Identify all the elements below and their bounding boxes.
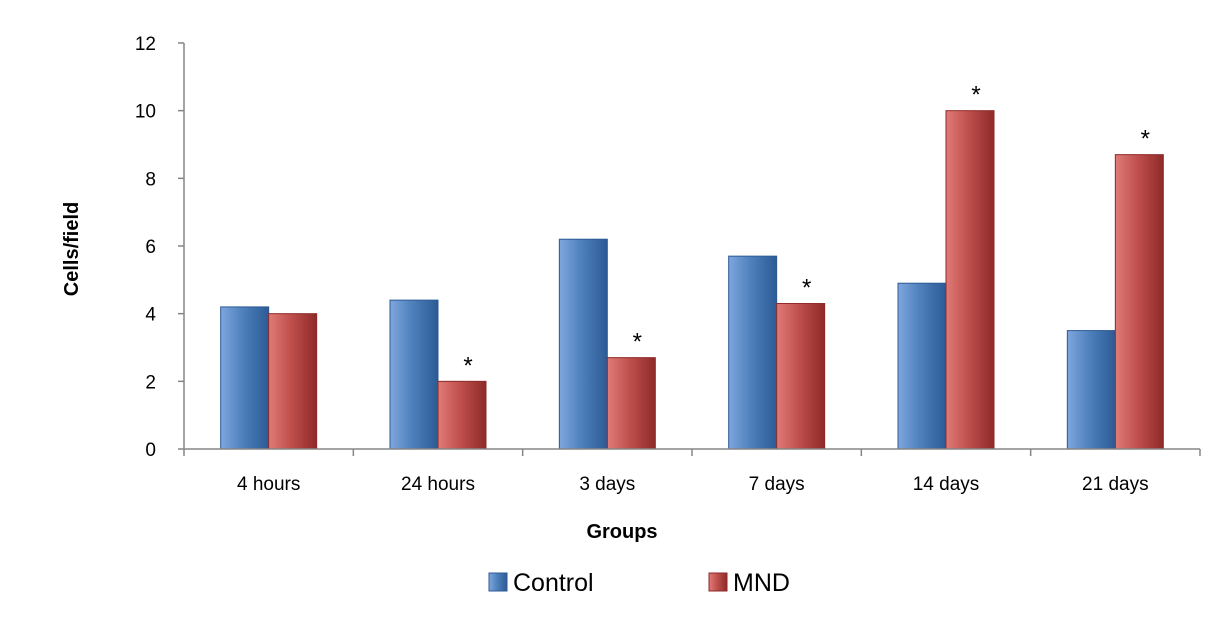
significance-marker: * <box>802 275 811 302</box>
bar-control-24-hours <box>389 299 439 450</box>
bar-control-7-days <box>728 255 778 450</box>
x-tick-label: 14 days <box>913 474 980 495</box>
x-tick-label: 24 hours <box>401 474 475 495</box>
bar-mnd-24-hours <box>437 380 487 450</box>
y-tick-label: 12 <box>135 34 156 55</box>
y-tick-label: 6 <box>145 237 156 258</box>
axes-layer <box>178 42 1201 456</box>
legend-label-control: Control <box>513 569 594 597</box>
x-axis-title: Groups <box>586 521 657 543</box>
bars-layer <box>220 110 1164 450</box>
y-axis-title: Cells/field <box>61 202 83 296</box>
bar-control-4-hours <box>220 306 270 450</box>
y-tick-label: 4 <box>145 305 156 326</box>
significance-marker: * <box>1141 126 1150 153</box>
significance-marker: * <box>971 82 980 109</box>
bar-mnd-21-days <box>1114 154 1164 450</box>
bar-mnd-7-days <box>776 303 826 450</box>
y-tick-label: 2 <box>145 372 156 393</box>
bar-control-21-days <box>1066 330 1116 450</box>
legend-swatch-mnd <box>708 572 728 592</box>
x-tick-label: 4 hours <box>237 474 300 495</box>
legend-label-mnd: MND <box>733 569 790 597</box>
bar-mnd-4-hours <box>268 313 318 450</box>
y-tick-label: 10 <box>135 102 156 123</box>
bar-control-3-days <box>558 238 608 450</box>
x-tick-label: 3 days <box>579 474 635 495</box>
x-tick-label: 21 days <box>1082 474 1149 495</box>
labels-layer: 0 2 4 6 8 10 12 4 hours 24 hours 3 days 7 days 14 d… <box>135 34 1150 495</box>
bar-mnd-3-days <box>606 357 656 450</box>
x-tick-label: 7 days <box>749 474 805 495</box>
bar-mnd-14-days <box>945 110 995 450</box>
significance-marker: * <box>633 329 642 356</box>
bar-control-14-days <box>897 282 947 450</box>
y-tick-label: 8 <box>145 169 156 190</box>
legend: Control MND <box>488 569 790 597</box>
significance-marker: * <box>463 352 472 379</box>
legend-swatch-control <box>488 572 508 592</box>
y-tick-label: 0 <box>145 440 156 461</box>
